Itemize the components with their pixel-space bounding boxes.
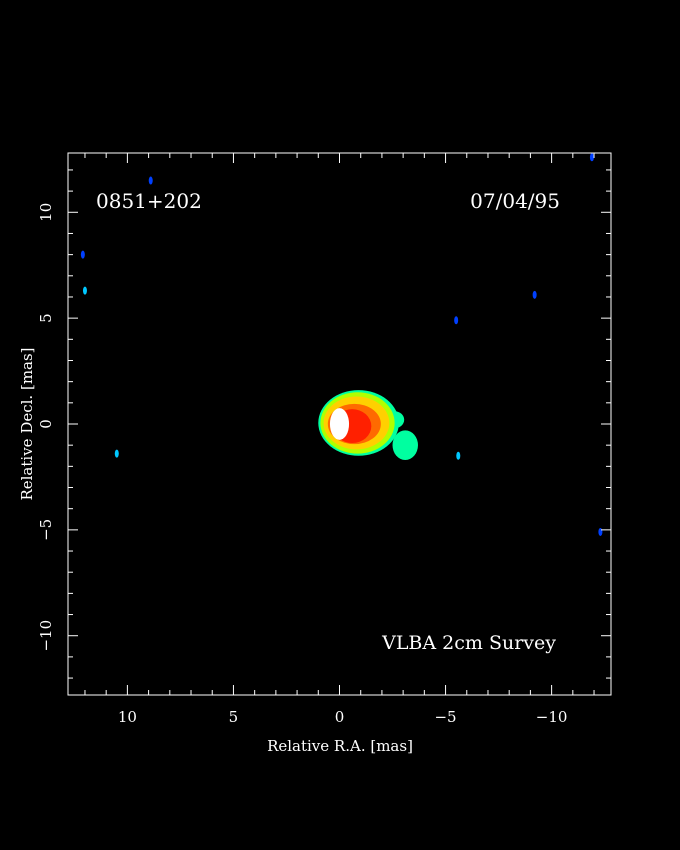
x-axis-label: Relative R.A. [mas] [267, 737, 413, 755]
y-tick-label: 0 [37, 419, 55, 429]
x-tick-label: 0 [335, 708, 345, 726]
y-axis-label: Relative Decl. [mas] [18, 347, 36, 500]
noise-spot [589, 153, 594, 162]
emission-core [329, 408, 350, 440]
emission-jet-tail [392, 430, 418, 460]
observation-date-label: 07/04/95 [470, 189, 560, 213]
noise-spot [82, 286, 87, 295]
y-tick-label: −5 [37, 519, 55, 541]
x-tick-label: −10 [536, 708, 568, 726]
noise-spot [148, 176, 153, 185]
source-name-label: 0851+202 [96, 189, 202, 213]
noise-spot [456, 451, 461, 460]
noise-spot [454, 316, 459, 325]
y-tick-label: 10 [37, 203, 55, 222]
survey-label: VLBA 2cm Survey [381, 632, 556, 654]
x-tick-label: −5 [434, 708, 456, 726]
noise-spot [80, 250, 85, 259]
noise-spot [114, 449, 119, 458]
x-tick-label: 5 [229, 708, 239, 726]
axis-ticks [68, 153, 611, 695]
noise-spot [532, 290, 537, 299]
intensity-image [80, 153, 603, 536]
noise-spot [598, 527, 603, 536]
emission-secondary-peak [358, 421, 364, 427]
x-tick-labels: 10 5 0 −5 −10 [118, 708, 568, 726]
y-tick-labels: 10 5 0 −5 −10 [37, 203, 55, 652]
y-tick-label: −10 [37, 620, 55, 652]
y-tick-label: 5 [37, 313, 55, 323]
x-tick-label: 10 [118, 708, 137, 726]
